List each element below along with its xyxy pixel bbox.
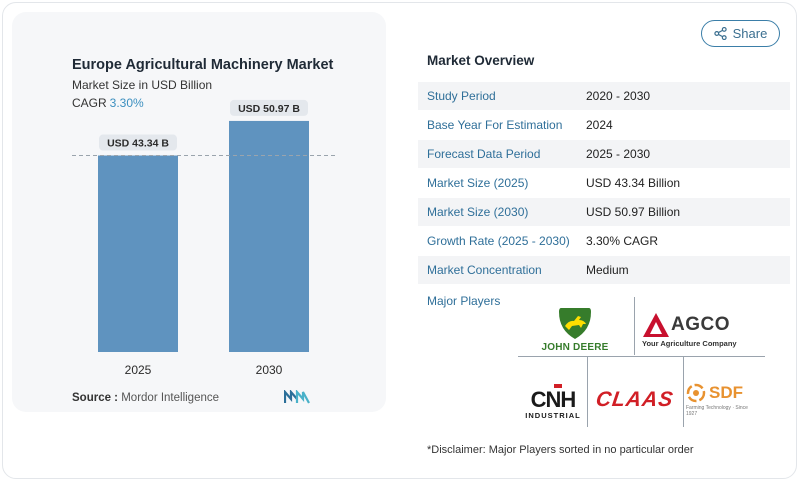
table-row: Market Size (2025) USD 43.34 Billion — [418, 169, 790, 198]
deere-emblem-icon — [559, 307, 591, 339]
table-row: Market Concentration Medium — [418, 256, 790, 285]
row-value: 3.30% CAGR — [586, 234, 659, 248]
sdf-wordmark: SDF — [709, 383, 743, 402]
row-key: Growth Rate (2025 - 2030) — [427, 234, 570, 248]
logo-divider — [635, 356, 765, 357]
row-key: Market Size (2030) — [427, 205, 529, 219]
data-label: USD 50.97 B — [238, 103, 300, 115]
row-value: Medium — [586, 263, 629, 277]
row-key: Base Year For Estimation — [427, 118, 563, 132]
major-players-label: Major Players — [427, 294, 501, 308]
share-icon — [713, 27, 727, 40]
claas-logo: CLAAS — [590, 382, 680, 418]
agco-wordmark: AGCO — [671, 314, 730, 335]
cagr-line: CAGR 3.30% — [72, 96, 144, 110]
chart-panel — [12, 12, 386, 412]
overview-title: Market Overview — [427, 53, 535, 68]
share-button[interactable]: Share — [701, 20, 780, 47]
deere-wordmark: JOHN DEERE — [541, 341, 609, 353]
source-label: Source : — [72, 392, 119, 404]
share-label: Share — [732, 26, 768, 41]
row-value: 2025 - 2030 — [586, 147, 651, 161]
logo-divider — [518, 356, 635, 357]
cnh-wordmark: CNH — [530, 386, 577, 412]
john-deere-logo: JOHN DEERE — [530, 303, 620, 355]
agco-tagline: Your Agriculture Company — [642, 339, 737, 348]
source-value: Mordor Intelligence — [121, 392, 220, 404]
bar-2030 — [229, 120, 309, 352]
x-tick-label: 2025 — [125, 363, 152, 377]
row-value: USD 50.97 Billion — [586, 205, 681, 219]
sdf-tagline: Farming Technology · Since 1927 — [686, 405, 748, 417]
row-key: Study Period — [427, 89, 496, 103]
data-label-pill — [230, 99, 308, 116]
cnh-accent-icon — [554, 384, 562, 388]
chart-title: Europe Agricultural Machinery Market — [72, 57, 334, 73]
logo-divider — [634, 297, 635, 355]
disclaimer-text: *Disclaimer: Major Players sorted in no … — [427, 444, 694, 456]
mordor-logo-icon — [284, 390, 310, 404]
table-row: Study Period 2020 - 2030 — [418, 82, 790, 111]
x-tick-label: 2030 — [256, 363, 283, 377]
logo-divider — [587, 357, 588, 427]
table-row: Market Size (2030) USD 50.97 Billion — [418, 198, 790, 227]
bar-2025 — [98, 155, 178, 352]
cnh-subtitle: INDUSTRIAL — [525, 410, 581, 420]
agco-triangle-icon — [643, 313, 669, 337]
claas-wordmark: CLAAS — [594, 388, 676, 411]
logo-divider — [683, 357, 684, 427]
row-key: Market Concentration — [427, 263, 542, 277]
table-row: Growth Rate (2025 - 2030) 3.30% CAGR — [418, 227, 790, 256]
row-value: 2024 — [586, 118, 613, 132]
row-key: Market Size (2025) — [427, 176, 529, 190]
sdf-logo: SDF Farming Technology · Since 1927 — [686, 380, 756, 420]
agco-logo: AGCO Your Agriculture Company — [642, 308, 752, 352]
source-note: Source : Mordor Intelligence — [72, 392, 219, 404]
table-row: Forecast Data Period 2025 - 2030 — [418, 140, 790, 169]
chart-subtitle: Market Size in USD Billion — [72, 78, 213, 92]
row-value: 2020 - 2030 — [586, 89, 651, 103]
row-value: USD 43.34 Billion — [586, 176, 681, 190]
table-row: Base Year For Estimation 2024 — [418, 111, 790, 140]
data-label-pill — [99, 134, 177, 151]
sdf-emblem-icon — [686, 383, 706, 403]
bar-chart: USD 43.34 B 2025 USD 50.97 B 2030 — [72, 99, 338, 377]
data-label: USD 43.34 B — [107, 138, 169, 150]
row-key: Forecast Data Period — [427, 147, 541, 161]
cnh-logo: CNH INDUSTRIAL — [523, 384, 583, 424]
overview-table: Study Period 2020 - 2030 Base Year For Es… — [418, 82, 790, 285]
cagr-value: 3.30% — [109, 96, 144, 110]
cagr-label: CAGR — [72, 96, 107, 110]
